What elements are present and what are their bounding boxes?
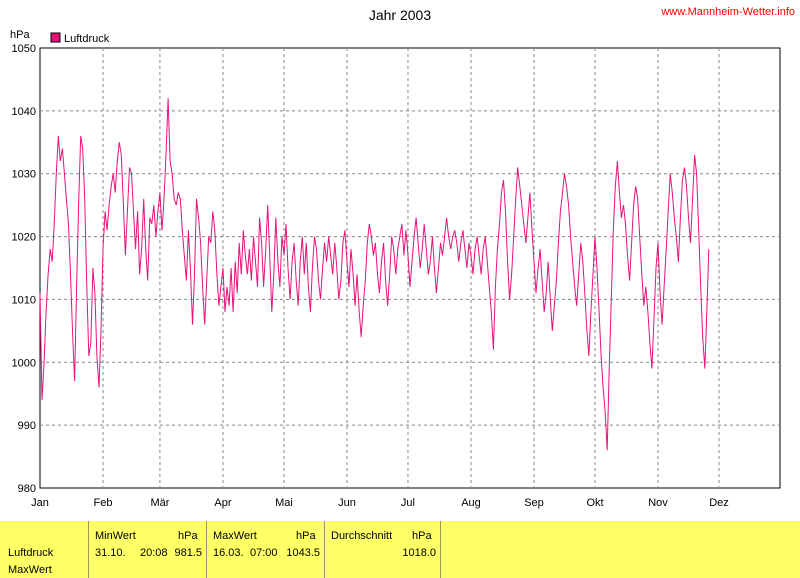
- min-value: 981.5: [174, 547, 202, 559]
- legend-label: Luftdruck: [64, 33, 110, 45]
- min-unit: hPa: [178, 530, 198, 542]
- y-tick-label: 1030: [12, 169, 36, 181]
- y-tick-label: 1000: [12, 357, 36, 369]
- x-tick-label: Dez: [709, 497, 729, 509]
- avg-header: Durchschnitt: [331, 530, 393, 542]
- x-tick-label: Mai: [275, 497, 293, 509]
- x-tick-label: Jun: [338, 497, 356, 509]
- grid: [40, 48, 780, 488]
- y-tick-label: 1010: [12, 294, 36, 306]
- site-link[interactable]: www.Mannheim-Wetter.info: [660, 6, 795, 18]
- row-label-maxwert: MaxWert: [8, 564, 52, 576]
- min-time: 20:08: [140, 547, 168, 559]
- y-tick-label: 990: [18, 420, 36, 432]
- chart: Jahr 2003 www.Mannheim-Wetter.info hPa L…: [10, 6, 795, 509]
- stats-divider: [88, 521, 89, 578]
- y-tick-label: 1020: [12, 232, 36, 244]
- series-line-luftdruck: [39, 98, 710, 451]
- x-tick-label: Mär: [150, 497, 169, 509]
- y-axis-label: hPa: [10, 29, 30, 41]
- stats-divider: [324, 521, 325, 578]
- y-tick-label: 1040: [12, 106, 36, 118]
- chart-title: Jahr 2003: [369, 7, 431, 23]
- stats-divider: [206, 521, 207, 578]
- x-tick-label: Jan: [31, 497, 49, 509]
- avg-value: 1018.0: [402, 547, 436, 559]
- x-tick-label: Sep: [524, 497, 544, 509]
- max-time: 07:00: [250, 547, 278, 559]
- x-tick-label: Nov: [648, 497, 668, 509]
- y-tick-label: 980: [18, 483, 36, 495]
- y-tick-label: 1050: [12, 43, 36, 55]
- max-value: 1043.5: [286, 547, 320, 559]
- avg-unit: hPa: [412, 530, 432, 542]
- max-unit: hPa: [296, 530, 316, 542]
- x-tick-label: Jul: [401, 497, 415, 509]
- x-tick-label: Aug: [461, 497, 481, 509]
- x-tick-label: Apr: [214, 497, 231, 509]
- row-label-luftdruck: Luftdruck: [8, 547, 54, 559]
- stats-panel: [0, 521, 800, 578]
- max-header: MaxWert: [213, 530, 257, 542]
- min-header: MinWert: [95, 530, 136, 542]
- min-date: 31.10.: [95, 547, 126, 559]
- legend-swatch: [50, 32, 61, 43]
- max-date: 16.03.: [213, 547, 244, 559]
- plot-frame: [39, 47, 781, 489]
- axis-ticks: 980 990 1000 1010 1020 1030 1040 1050 Jan Feb Mär A…: [12, 43, 729, 509]
- x-tick-label: Feb: [94, 497, 113, 509]
- stats-divider: [440, 521, 441, 578]
- x-tick-label: Okt: [586, 497, 603, 509]
